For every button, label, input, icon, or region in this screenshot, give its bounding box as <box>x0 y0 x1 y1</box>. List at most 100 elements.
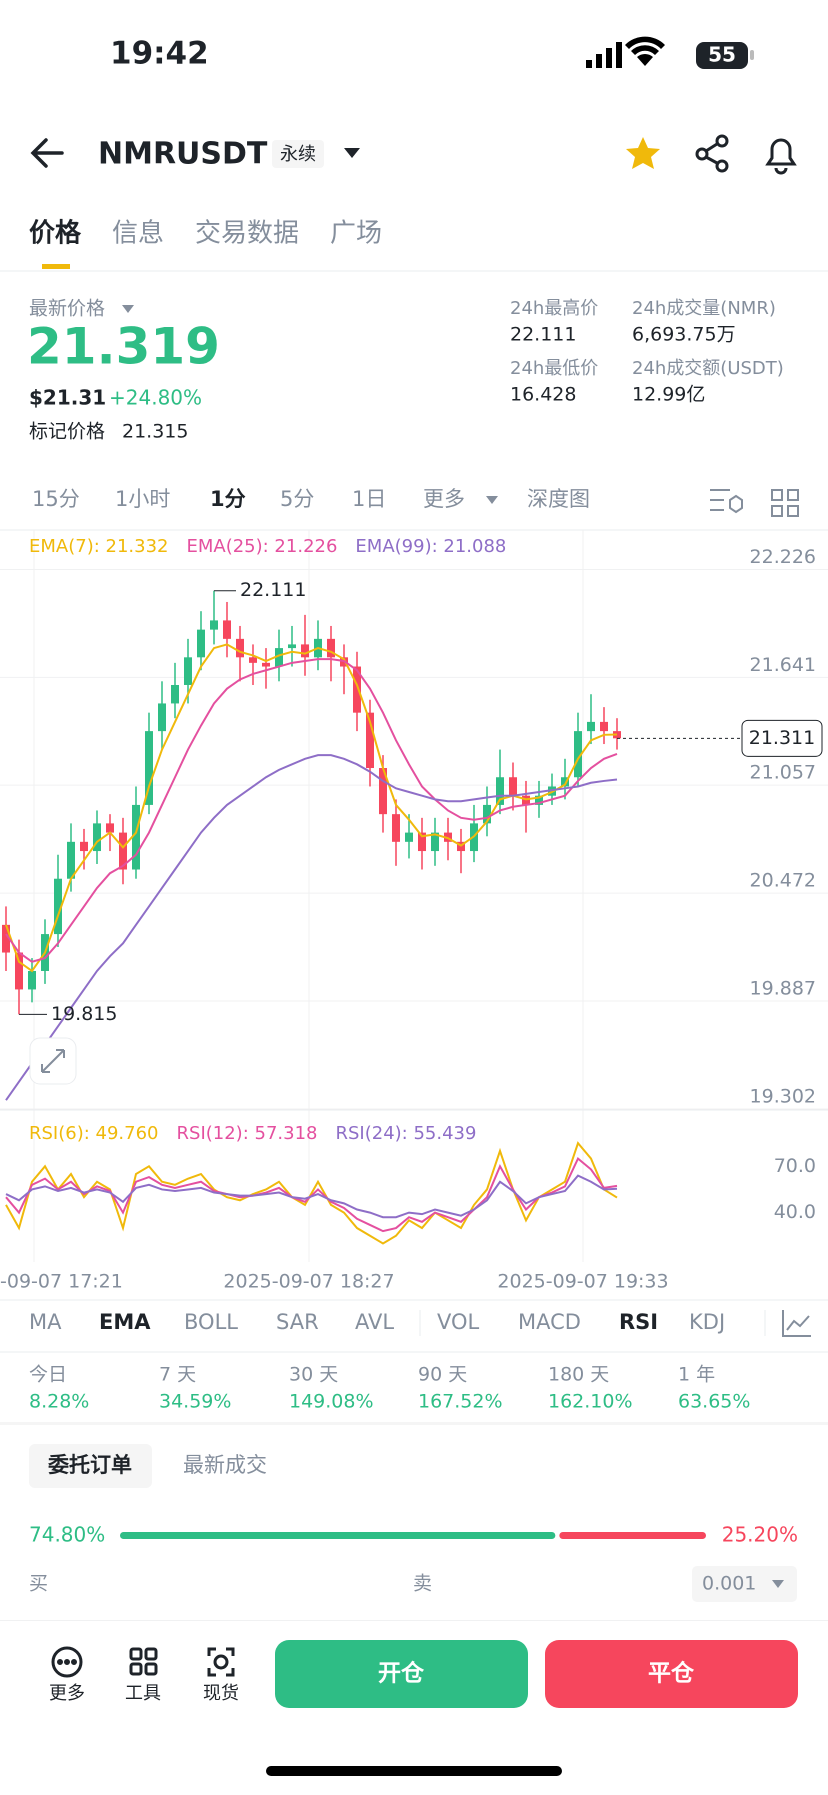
stat-label: 24h最低价 <box>510 358 598 379</box>
candle-body <box>262 662 270 667</box>
action-button[interactable] <box>545 1640 798 1708</box>
stat-value: 12.99亿 <box>632 384 705 406</box>
sell-ratio: 25.20% <box>722 1523 798 1547</box>
precision[interactable]: 0.001 <box>702 1573 756 1595</box>
candle-body <box>2 924 10 953</box>
spot-button[interactable] <box>207 1647 235 1677</box>
indicator-tab[interactable]: RSI <box>619 1310 658 1334</box>
favorite-star[interactable] <box>626 137 660 169</box>
indicator-tab[interactable]: AVL <box>355 1310 394 1334</box>
legend-entry: EMA(99): 21.088 <box>355 536 506 557</box>
indicator-settings[interactable] <box>782 1310 811 1337</box>
tab[interactable]: 价格 <box>29 218 82 249</box>
timeframe[interactable]: 15分 <box>32 487 80 511</box>
back-button[interactable] <box>30 138 64 168</box>
period-label: 90 天 <box>418 1364 467 1386</box>
tab[interactable]: 信息 <box>112 219 164 249</box>
y-tick-label: 40.0 <box>774 1201 816 1223</box>
share-button[interactable] <box>695 134 729 173</box>
candle-body <box>600 721 608 732</box>
stat-value: 6,693.75万 <box>632 324 736 346</box>
symbol[interactable]: NMRUSDT <box>98 137 268 172</box>
x-tick-label: 2025-09-07 18:27 <box>223 1271 394 1293</box>
stat-label: 24h最高价 <box>510 298 598 319</box>
candle-body <box>15 952 23 990</box>
candle-body <box>28 970 36 990</box>
candle-body <box>67 841 75 879</box>
order-tab[interactable]: 委托订单 <box>47 1453 132 1477</box>
indicator-tab[interactable]: MA <box>29 1310 62 1334</box>
action-label[interactable]: 平仓 <box>648 1660 695 1687</box>
indicator-tab[interactable]: SAR <box>276 1310 319 1334</box>
candle-body <box>353 666 361 713</box>
buy-label: 买 <box>29 1573 48 1595</box>
tag-bg <box>272 140 324 168</box>
indicator-tab[interactable]: VOL <box>437 1310 480 1334</box>
more-button[interactable] <box>51 1646 83 1678</box>
last-price: 21.319 <box>27 318 220 376</box>
nav-label[interactable]: 现货 <box>203 1683 239 1704</box>
indicator-tab[interactable]: BOLL <box>184 1310 238 1334</box>
y-tick-label: 20.472 <box>750 870 816 892</box>
buy-ratio: 74.80% <box>29 1523 105 1547</box>
tab[interactable]: 交易数据 <box>195 219 299 249</box>
action-button[interactable] <box>275 1640 528 1708</box>
timeframe[interactable]: 1日 <box>352 487 386 511</box>
indicator-tab[interactable]: MACD <box>518 1310 581 1334</box>
y-tick-label: 19.302 <box>750 1086 816 1108</box>
caret <box>772 1580 784 1588</box>
mark-price-label: 标记价格 <box>29 421 105 443</box>
nav-label[interactable]: 工具 <box>125 1683 161 1704</box>
order-tab[interactable]: 最新成交 <box>183 1453 267 1477</box>
stat-value: 16.428 <box>510 384 576 406</box>
last-price-tag: 21.311 <box>749 727 815 749</box>
caret <box>486 496 498 504</box>
period-change: 63.65% <box>678 1391 750 1413</box>
indicator-line <box>5 1141 618 1245</box>
period-change: 149.08% <box>289 1391 374 1413</box>
candle-body <box>80 841 88 852</box>
max-price: 22.111 <box>240 579 306 601</box>
timeframe[interactable]: 5分 <box>280 487 314 511</box>
candle-body <box>509 777 517 796</box>
candle-body <box>483 804 491 824</box>
layout-button[interactable] <box>771 489 799 517</box>
timeframe[interactable]: 深度图 <box>527 487 590 511</box>
x-tick-label: -09-07 17:21 <box>0 1271 123 1293</box>
battery-level: 55 <box>708 43 736 67</box>
period-change: 162.10% <box>548 1391 633 1413</box>
candle-body <box>132 804 140 870</box>
timeframe[interactable]: 更多 <box>423 487 465 511</box>
min-price: 19.815 <box>51 1003 117 1025</box>
contract-tag: 永续 <box>280 144 316 165</box>
candle-body <box>210 620 218 630</box>
candle-body <box>275 648 283 667</box>
timeframe[interactable]: 1小时 <box>115 487 170 511</box>
timeframe[interactable]: 1分 <box>210 487 246 511</box>
candle-body <box>366 712 374 769</box>
indicator-tab[interactable]: EMA <box>99 1310 151 1334</box>
period-change: 167.52% <box>418 1391 503 1413</box>
symbol-dropdown[interactable] <box>344 148 360 158</box>
period-change: 34.59% <box>159 1391 231 1413</box>
legend-entry: RSI(6): 49.760 <box>29 1123 159 1144</box>
candle-body <box>587 721 595 732</box>
last-price-box <box>741 719 823 757</box>
legend-entry: RSI(12): 57.318 <box>177 1123 318 1144</box>
action-label[interactable]: 开仓 <box>378 1660 425 1687</box>
sell-label: 卖 <box>413 1573 432 1595</box>
tab-indicator <box>42 264 70 269</box>
nav-label[interactable]: 更多 <box>49 1683 85 1704</box>
indicator-line <box>5 1174 618 1219</box>
indicator-tab[interactable]: KDJ <box>689 1310 725 1334</box>
chart-settings[interactable] <box>710 489 743 514</box>
candle-body <box>197 629 205 658</box>
divider <box>0 1422 828 1425</box>
sell-ratio-bar <box>559 1532 706 1539</box>
tools-button[interactable] <box>129 1647 158 1676</box>
tab[interactable]: 广场 <box>330 219 382 249</box>
alert-button[interactable] <box>765 138 797 175</box>
mark-price: 21.315 <box>122 421 188 443</box>
precision-bg[interactable] <box>692 1566 797 1602</box>
